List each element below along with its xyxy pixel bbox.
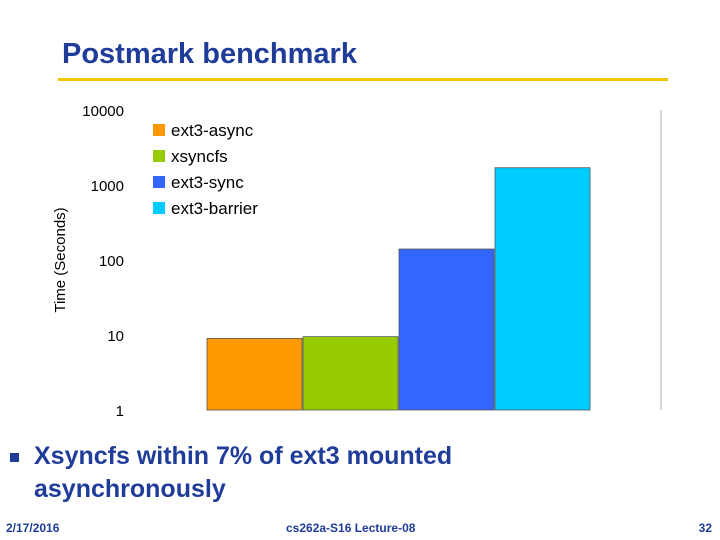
title-underline [58,78,668,81]
legend-swatch-ext3-async [153,124,165,136]
bar-ext3-sync [398,248,495,411]
legend-label-ext3-sync: ext3-sync [171,173,244,192]
bar-ext3-barrier [494,167,591,411]
y-axis-label: Time (Seconds) [52,207,69,312]
bar-ext3-async [206,338,303,411]
y-tick-label: 10000 [82,103,124,120]
legend-swatch-ext3-barrier [153,202,165,214]
slide-title: Postmark benchmark [62,38,357,70]
footer-course: cs262a-S16 Lecture-08 [286,521,416,535]
bar-chart: Time (Seconds) 10000 1000 100 10 1 ext3-asyn… [52,103,662,420]
bar-xsyncfs [302,336,399,411]
legend-label-ext3-async: ext3-async [171,121,254,140]
legend-label-xsyncfs: xsyncfs [171,147,228,166]
bullet-text: Xsyncfs within 7% of ext3 mounted asynch… [34,442,453,503]
legend-swatch-xsyncfs [153,150,165,162]
legend-label-ext3-barrier: ext3-barrier [171,199,258,218]
legend-swatch-ext3-sync [153,176,165,188]
footer-page-number: 32 [698,521,712,535]
y-tick-label: 1 [116,403,124,420]
y-tick-label: 10 [107,328,124,345]
footer-date: 2/17/2016 [6,521,60,535]
y-tick-label: 100 [99,253,124,270]
y-tick-label: 1000 [91,178,124,195]
bullet-square-icon [10,453,19,462]
